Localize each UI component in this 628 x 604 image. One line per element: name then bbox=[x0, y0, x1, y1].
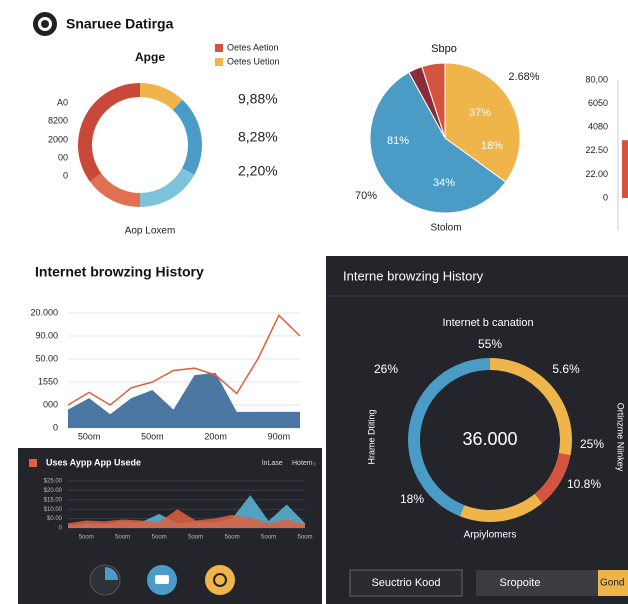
button-label[interactable]: Sropoite bbox=[500, 577, 541, 589]
annotation: 10.8% bbox=[567, 477, 601, 491]
y-tick-label: $20.00 bbox=[44, 488, 63, 494]
dark-panel bbox=[326, 256, 628, 604]
y-tick-label: 000 bbox=[43, 399, 58, 409]
annotation: 70% bbox=[355, 190, 377, 202]
annotation: 9,88% bbox=[238, 91, 278, 107]
logo bbox=[41, 20, 49, 28]
y-tick-label: 20.000 bbox=[30, 307, 58, 317]
segment bbox=[89, 173, 140, 207]
line bbox=[67, 314, 301, 406]
y-tick-label: 6050 bbox=[588, 98, 608, 108]
annotation: 2,20% bbox=[238, 163, 278, 179]
title-marker bbox=[29, 459, 37, 467]
x-tick-label: 5oom bbox=[115, 535, 130, 541]
y-tick-label: $15.00 bbox=[44, 497, 63, 503]
chart-title: Uses Aypp App Usede bbox=[46, 457, 141, 467]
segment bbox=[140, 83, 183, 111]
annotation: 81% bbox=[387, 135, 409, 147]
axis-label: 8200 bbox=[48, 115, 68, 125]
annotation: 37% bbox=[469, 107, 491, 119]
annotation: 18% bbox=[481, 140, 503, 152]
y-tick-label: 0 bbox=[59, 526, 63, 532]
y-tick-label: 4080 bbox=[588, 122, 608, 132]
annotation: 25% bbox=[580, 437, 604, 451]
segment bbox=[534, 453, 571, 504]
side-label: Hrame Dtiting bbox=[366, 409, 376, 464]
x-tick-label: 5oom bbox=[225, 535, 240, 541]
axis-label: 0 bbox=[63, 170, 68, 180]
y-tick-label: 22.00 bbox=[585, 169, 608, 179]
y-tick-label: 0 bbox=[603, 192, 608, 202]
x-tick-label: 90om bbox=[268, 431, 291, 441]
y-tick-label: 80,00 bbox=[585, 74, 608, 84]
x-tick-label: 50om bbox=[141, 431, 164, 441]
segment bbox=[78, 83, 140, 182]
arrow-icon: › bbox=[313, 459, 316, 470]
x-tick-label: 20om bbox=[204, 431, 227, 441]
annotation: 8,28% bbox=[238, 129, 278, 145]
annotation: 5.6% bbox=[552, 362, 580, 376]
segment bbox=[421, 62, 446, 139]
y-tick-label: $0.00 bbox=[47, 516, 63, 522]
segment bbox=[407, 358, 490, 517]
icon[interactable] bbox=[205, 565, 235, 595]
y-tick-label: 1550 bbox=[38, 376, 58, 386]
x-tick-label: 5oom bbox=[261, 535, 276, 541]
legend-label: Hotem bbox=[292, 460, 313, 467]
y-tick-label: 22.50 bbox=[585, 145, 608, 155]
chart-title: Sbpo bbox=[431, 43, 457, 55]
center-value: 36.000 bbox=[462, 429, 517, 449]
side-label: Ortinzme Niinkey bbox=[616, 403, 626, 472]
bar bbox=[622, 140, 628, 198]
app-title: Snaruee Datirga bbox=[66, 16, 174, 32]
x-tick-label: 5oom bbox=[79, 535, 94, 541]
icon bbox=[213, 573, 227, 587]
annotation: 55% bbox=[478, 337, 502, 351]
button[interactable] bbox=[349, 569, 463, 597]
segment bbox=[172, 99, 202, 175]
segment bbox=[369, 71, 507, 214]
segment bbox=[140, 168, 195, 207]
legend-swatch bbox=[215, 44, 223, 52]
button-label[interactable]: Gond bbox=[600, 578, 624, 589]
caption: Arpiylomers bbox=[464, 530, 517, 541]
y-tick-label: 50.00 bbox=[35, 353, 58, 363]
annotation: 18% bbox=[400, 492, 424, 506]
x-tick-label: 5oom bbox=[297, 535, 312, 541]
chart-title: Internet browzing History bbox=[35, 264, 204, 280]
button[interactable] bbox=[598, 570, 628, 596]
button-label[interactable]: Seuctrio Kood bbox=[371, 577, 440, 589]
axis-label: 00 bbox=[58, 152, 68, 162]
legend-swatch bbox=[215, 58, 223, 66]
segment bbox=[444, 62, 521, 183]
y-tick-label: $10.00 bbox=[44, 507, 63, 513]
x-tick-label: 5oom bbox=[188, 535, 203, 541]
icon bbox=[105, 567, 118, 580]
y-tick-label: 0 bbox=[53, 422, 58, 432]
y-tick-label: 90.00 bbox=[35, 330, 58, 340]
annotation: 34% bbox=[433, 177, 455, 189]
x-tick-label: 5oom bbox=[152, 535, 167, 541]
area bbox=[68, 372, 300, 428]
area bbox=[68, 509, 305, 528]
legend-label: Oetes Aetion bbox=[227, 42, 279, 52]
button[interactable] bbox=[476, 570, 598, 596]
legend-label: lnLase bbox=[262, 460, 283, 467]
subtitle: Internet b canation bbox=[442, 317, 533, 329]
segment bbox=[490, 357, 572, 456]
annotation: 2.68% bbox=[508, 71, 539, 83]
annotation: 26% bbox=[374, 362, 398, 376]
x-tick-label: 50om bbox=[78, 431, 101, 441]
chart-title: Apge bbox=[135, 50, 165, 64]
caption: Aop Loxem bbox=[125, 226, 176, 237]
chart-title: Interne browzing History bbox=[343, 268, 484, 283]
legend-label: Oetes Uetion bbox=[227, 56, 280, 66]
axis-label: A0 bbox=[57, 97, 68, 107]
axis-label: 2000 bbox=[48, 134, 68, 144]
icon bbox=[155, 575, 169, 584]
segment bbox=[459, 493, 543, 522]
caption: Stolom bbox=[430, 223, 461, 234]
y-tick-label: $25.00 bbox=[44, 479, 63, 485]
